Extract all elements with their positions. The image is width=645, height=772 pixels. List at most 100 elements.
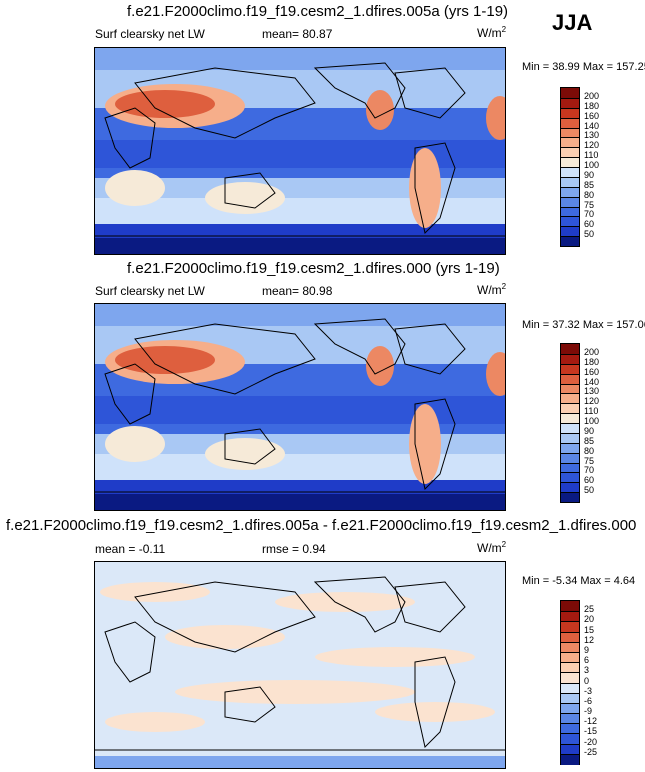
panel-3-title: f.e21.F2000climo.f19_f19.cesm2_1.dfires.… (6, 517, 637, 534)
colorbar-swatch (561, 472, 579, 483)
colorbar-level-label: 70 (584, 209, 595, 220)
colorbar-separator (561, 107, 579, 109)
colorbar-swatch (561, 88, 579, 98)
colorbar-level-label: 50 (584, 485, 595, 496)
panel-3-units: W/m2 (477, 540, 507, 555)
colorbar-swatch (561, 682, 579, 694)
panel-2-field: Surf clearsky net LW (95, 284, 205, 298)
colorbar-swatch (561, 363, 579, 374)
colorbar-swatch (561, 344, 579, 354)
panel-3-map-svg (95, 562, 505, 768)
panel-2-map (94, 303, 506, 511)
panel-2-mean: mean= 80.98 (262, 284, 333, 298)
colorbar-separator (561, 743, 579, 745)
colorbar-level-label: 25 (584, 604, 595, 615)
colorbar-separator (561, 713, 579, 715)
colorbar-swatch (561, 167, 579, 177)
colorbar-level-label: 80 (584, 445, 595, 456)
panel-2-colorbar (560, 343, 580, 503)
colorbar-swatch (561, 413, 579, 424)
colorbar-level-label: 130 (584, 130, 600, 141)
colorbar-level-label: 85 (584, 179, 595, 190)
colorbar-separator (561, 363, 579, 365)
colorbar-swatch (561, 452, 579, 463)
colorbar-level-label: 90 (584, 425, 595, 436)
panel-2-units: W/m2 (477, 282, 507, 297)
colorbar-separator (561, 373, 579, 375)
colorbar-separator (561, 682, 579, 684)
colorbar-separator (561, 226, 579, 228)
colorbar-swatch (561, 383, 579, 394)
colorbar-separator (561, 147, 579, 149)
colorbar-separator (561, 692, 579, 694)
colorbar-level-label: 180 (584, 100, 600, 111)
panel-1-map-svg (95, 48, 505, 254)
colorbar-swatch (561, 373, 579, 384)
colorbar-swatch (561, 601, 579, 612)
panel-3-mean: mean = -0.11 (95, 542, 166, 556)
colorbar-swatch (561, 611, 579, 623)
colorbar-level-label: -20 (584, 736, 598, 747)
colorbar-separator (561, 423, 579, 424)
colorbar-separator (561, 236, 579, 238)
colorbar-level-label: 85 (584, 435, 595, 446)
colorbar-separator (561, 176, 579, 178)
colorbar-swatch (561, 462, 579, 473)
colorbar-separator (561, 393, 579, 395)
colorbar-level-label: 120 (584, 396, 600, 407)
colorbar-separator (561, 452, 579, 454)
colorbar-swatch (561, 423, 579, 433)
colorbar-level-label: 130 (584, 386, 600, 397)
colorbar-separator (561, 442, 579, 444)
colorbar-separator (561, 432, 579, 434)
colorbar-separator (561, 631, 579, 633)
colorbar-swatch (561, 137, 579, 148)
season-label: JJA (552, 10, 593, 35)
colorbar-separator (561, 462, 579, 464)
panel-3-rmse: rmse = 0.94 (262, 542, 326, 556)
panel-3-map (94, 561, 506, 769)
colorbar-level-label: 90 (584, 169, 595, 180)
colorbar-level-label: 160 (584, 366, 600, 377)
colorbar-level-label: 50 (584, 229, 595, 240)
colorbar-swatch (561, 631, 579, 643)
colorbar-separator (561, 117, 579, 119)
colorbar-swatch (561, 196, 579, 207)
colorbar-level-label: 200 (584, 346, 600, 357)
colorbar-swatch (561, 692, 579, 704)
colorbar-swatch (561, 621, 579, 633)
colorbar-level-label: 180 (584, 356, 600, 367)
colorbar-separator (561, 472, 579, 474)
colorbar-level-label: -9 (584, 706, 593, 717)
colorbar-level-label: 140 (584, 376, 600, 387)
colorbar-swatch (561, 482, 579, 493)
colorbar-swatch (561, 353, 579, 364)
colorbar-separator (561, 621, 579, 623)
colorbar-separator (561, 672, 579, 674)
colorbar-separator (561, 167, 579, 168)
colorbar-level-label: 200 (584, 90, 600, 101)
colorbar-swatch (561, 641, 579, 653)
colorbar-level-label: 120 (584, 140, 600, 151)
colorbar-level-label: 75 (584, 455, 595, 466)
colorbar-level-label: -3 (584, 685, 593, 696)
colorbar-swatch (561, 127, 579, 138)
colorbar-swatch (561, 236, 579, 247)
panel-1-map (94, 47, 506, 255)
colorbar-level-label: 140 (584, 120, 600, 131)
colorbar-separator (561, 157, 579, 159)
colorbar-swatch (561, 393, 579, 404)
colorbar-level-label: -6 (584, 695, 593, 706)
colorbar-separator (561, 383, 579, 385)
colorbar-swatch (561, 147, 579, 158)
colorbar-separator (561, 662, 579, 664)
colorbar-level-label: -12 (584, 716, 598, 727)
colorbar-separator (561, 753, 579, 755)
colorbar-swatch (561, 216, 579, 227)
colorbar-level-label: 160 (584, 110, 600, 121)
colorbar-swatch (561, 651, 579, 663)
colorbar-swatch (561, 117, 579, 128)
colorbar-level-label: 70 (584, 465, 595, 476)
colorbar-separator (561, 482, 579, 484)
colorbar-separator (561, 353, 579, 355)
